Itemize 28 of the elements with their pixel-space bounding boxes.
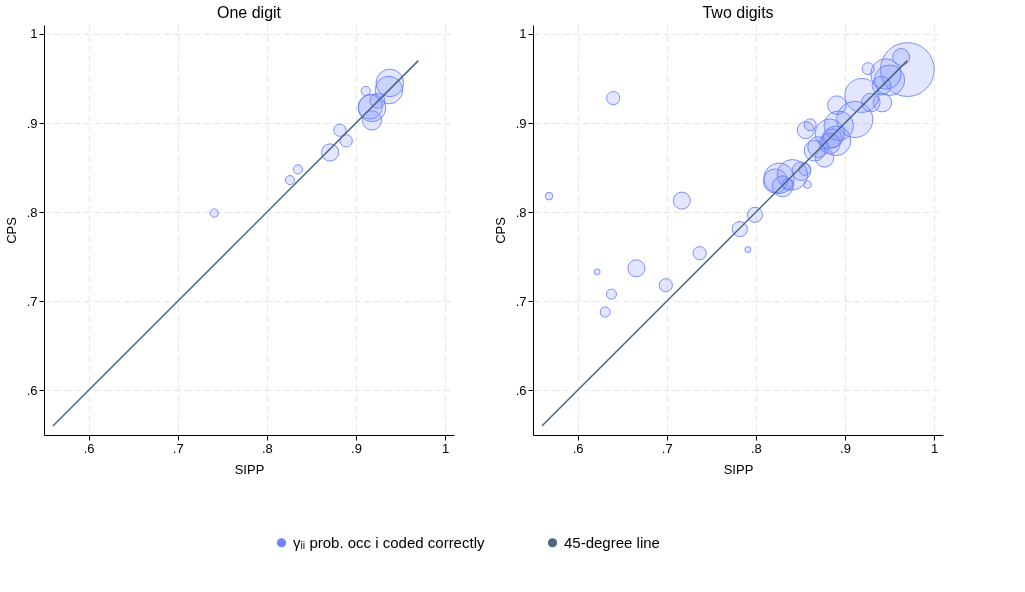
y-tick-label: .6 (515, 382, 527, 398)
y-tick-label: .8 (26, 204, 38, 220)
y-axis-title: CPS (492, 216, 508, 244)
x-axis-title: SIPP (723, 461, 754, 477)
y-axis-title: CPS (3, 216, 19, 244)
x-tick-label: .8 (750, 440, 762, 456)
chart-title: Two digits (702, 4, 774, 21)
legend-label: γᵢᵢ prob. occ i coded correctly (293, 533, 485, 551)
x-tick-label: 1 (441, 440, 450, 456)
x-tick-label: .7 (661, 440, 673, 456)
x-tick-label: .6 (83, 440, 95, 456)
x-tick-label: 1 (930, 440, 939, 456)
y-tick-label: .9 (515, 115, 527, 131)
y-tick-label: .9 (26, 115, 38, 131)
y-tick-label: .8 (515, 204, 527, 220)
x-tick-label: .9 (351, 440, 362, 456)
legend-label: 45-degree line (564, 533, 660, 551)
chart-title: One digit (216, 4, 282, 21)
x-tick-label: .9 (840, 440, 851, 456)
x-tick-label: .6 (572, 440, 584, 456)
x-tick-label: .7 (172, 440, 184, 456)
y-tick-label: .6 (26, 382, 38, 398)
x-axis-title: SIPP (234, 461, 265, 477)
y-tick-label: 1 (519, 26, 527, 42)
y-tick-label: .7 (515, 293, 527, 309)
y-tick-label: 1 (30, 26, 38, 42)
y-tick-label: .7 (26, 293, 38, 309)
x-tick-label: .8 (261, 440, 273, 456)
